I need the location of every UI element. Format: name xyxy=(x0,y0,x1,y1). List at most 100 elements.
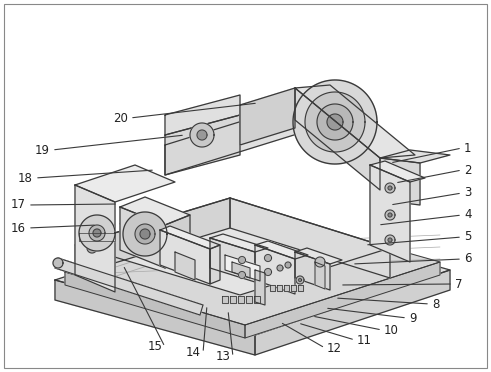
Text: 6: 6 xyxy=(464,253,471,266)
Polygon shape xyxy=(255,270,265,305)
Polygon shape xyxy=(79,233,115,241)
Polygon shape xyxy=(230,296,236,303)
Polygon shape xyxy=(165,115,240,175)
Text: 16: 16 xyxy=(11,221,26,234)
Polygon shape xyxy=(388,213,392,217)
Polygon shape xyxy=(370,165,410,262)
Text: 15: 15 xyxy=(148,340,163,353)
Polygon shape xyxy=(55,258,203,315)
Polygon shape xyxy=(79,215,115,251)
Text: 9: 9 xyxy=(409,311,416,324)
Polygon shape xyxy=(55,280,255,355)
Polygon shape xyxy=(277,285,282,291)
Polygon shape xyxy=(299,279,301,282)
Text: 2: 2 xyxy=(464,164,471,176)
Text: 17: 17 xyxy=(11,199,26,212)
Polygon shape xyxy=(255,245,295,294)
Polygon shape xyxy=(385,235,395,245)
Polygon shape xyxy=(315,257,325,267)
Polygon shape xyxy=(165,95,240,135)
Polygon shape xyxy=(246,296,252,303)
Polygon shape xyxy=(165,215,190,268)
Polygon shape xyxy=(239,257,246,263)
Polygon shape xyxy=(55,215,450,335)
Polygon shape xyxy=(385,210,395,220)
Polygon shape xyxy=(65,210,440,325)
Polygon shape xyxy=(93,229,101,237)
Polygon shape xyxy=(190,123,214,147)
Text: 12: 12 xyxy=(327,341,342,355)
Polygon shape xyxy=(165,100,310,175)
Polygon shape xyxy=(277,265,283,271)
Text: 3: 3 xyxy=(464,186,471,199)
Polygon shape xyxy=(265,254,272,262)
Polygon shape xyxy=(75,165,175,202)
Text: 5: 5 xyxy=(464,231,471,244)
Polygon shape xyxy=(75,198,390,295)
Polygon shape xyxy=(305,92,365,152)
Polygon shape xyxy=(175,252,195,280)
Polygon shape xyxy=(225,255,260,281)
Polygon shape xyxy=(380,158,420,205)
Polygon shape xyxy=(370,161,425,182)
Polygon shape xyxy=(53,258,63,268)
Polygon shape xyxy=(388,238,392,242)
Polygon shape xyxy=(270,285,275,291)
Polygon shape xyxy=(285,262,291,268)
Polygon shape xyxy=(75,198,230,275)
Polygon shape xyxy=(210,234,268,252)
Polygon shape xyxy=(230,198,390,278)
Text: 14: 14 xyxy=(186,346,201,359)
Polygon shape xyxy=(291,285,296,291)
Text: 13: 13 xyxy=(216,350,231,363)
Text: 19: 19 xyxy=(35,144,50,157)
Polygon shape xyxy=(254,296,260,303)
Polygon shape xyxy=(296,276,304,284)
Polygon shape xyxy=(265,269,272,276)
Text: 8: 8 xyxy=(432,298,439,311)
Polygon shape xyxy=(87,243,97,253)
Polygon shape xyxy=(255,270,450,355)
Polygon shape xyxy=(284,285,289,291)
Polygon shape xyxy=(240,88,295,145)
Polygon shape xyxy=(295,252,330,290)
Polygon shape xyxy=(123,212,167,256)
Polygon shape xyxy=(197,130,207,140)
Text: 4: 4 xyxy=(464,208,471,221)
Polygon shape xyxy=(89,225,105,241)
Polygon shape xyxy=(388,186,392,190)
Polygon shape xyxy=(255,241,308,259)
Text: 18: 18 xyxy=(18,171,33,185)
Polygon shape xyxy=(140,229,150,239)
Polygon shape xyxy=(385,183,395,193)
Polygon shape xyxy=(75,185,115,292)
Polygon shape xyxy=(295,88,380,190)
Polygon shape xyxy=(380,150,450,163)
Text: 1: 1 xyxy=(464,141,471,154)
Polygon shape xyxy=(295,85,415,158)
Polygon shape xyxy=(232,262,250,278)
Polygon shape xyxy=(317,104,353,140)
Text: 11: 11 xyxy=(357,334,372,346)
Polygon shape xyxy=(65,272,245,338)
Polygon shape xyxy=(239,272,246,279)
Polygon shape xyxy=(238,296,244,303)
Polygon shape xyxy=(120,207,165,268)
Polygon shape xyxy=(135,224,155,244)
Polygon shape xyxy=(160,230,210,284)
Polygon shape xyxy=(245,262,440,338)
Polygon shape xyxy=(120,197,190,225)
Polygon shape xyxy=(210,238,255,282)
Polygon shape xyxy=(222,296,228,303)
Text: 10: 10 xyxy=(384,324,399,337)
Polygon shape xyxy=(293,80,377,164)
Polygon shape xyxy=(160,226,220,249)
Polygon shape xyxy=(90,246,94,250)
Polygon shape xyxy=(210,245,220,284)
Polygon shape xyxy=(295,248,342,264)
Polygon shape xyxy=(315,262,325,289)
Polygon shape xyxy=(327,114,343,130)
Text: 20: 20 xyxy=(113,112,128,125)
Polygon shape xyxy=(298,285,303,291)
Text: 7: 7 xyxy=(455,278,463,291)
